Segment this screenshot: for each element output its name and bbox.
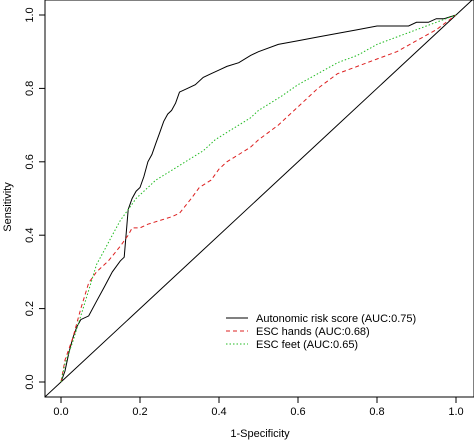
y-tick-label: 0.4: [24, 228, 36, 243]
series-line-0: [60, 14, 457, 383]
y-tick-label: 0.8: [24, 81, 36, 96]
series-layer: [60, 14, 457, 383]
x-axis: 0.0 0.2 0.4 0.6 0.8 1.0: [53, 397, 464, 418]
y-tick-label: 0.0: [24, 374, 36, 389]
plot-area-frame: [44, 0, 474, 398]
reference-diagonal: [44, 0, 473, 398]
x-tick-label: 0.2: [132, 406, 147, 418]
legend-label-autonomic: Autonomic risk score (AUC:0.75): [256, 313, 416, 325]
series-line-1: [60, 14, 457, 383]
x-tick-label: 0.0: [53, 406, 68, 418]
x-tick-label: 0.8: [369, 406, 384, 418]
legend-label-esc-hands: ESC hands (AUC:0.68): [256, 326, 370, 338]
y-tick-label: 0.6: [24, 154, 36, 169]
legend-label-esc-feet: ESC feet (AUC:0.65): [256, 339, 358, 351]
y-tick-label: 1.0: [24, 7, 36, 22]
y-tick-label: 0.2: [24, 301, 36, 316]
reference-line: [44, 0, 473, 398]
y-axis: 0.0 0.2 0.4 0.6 0.8 1.0: [24, 7, 45, 390]
y-axis-title: Sensitivity: [2, 182, 14, 232]
x-tick-label: 1.0: [448, 406, 463, 418]
x-axis-title: 1-Specificity: [230, 428, 290, 440]
legend: Autonomic risk score (AUC:0.75) ESC hand…: [216, 305, 416, 360]
x-tick-label: 0.4: [211, 406, 226, 418]
legend-box: [216, 305, 374, 360]
x-tick-label: 0.6: [290, 406, 305, 418]
